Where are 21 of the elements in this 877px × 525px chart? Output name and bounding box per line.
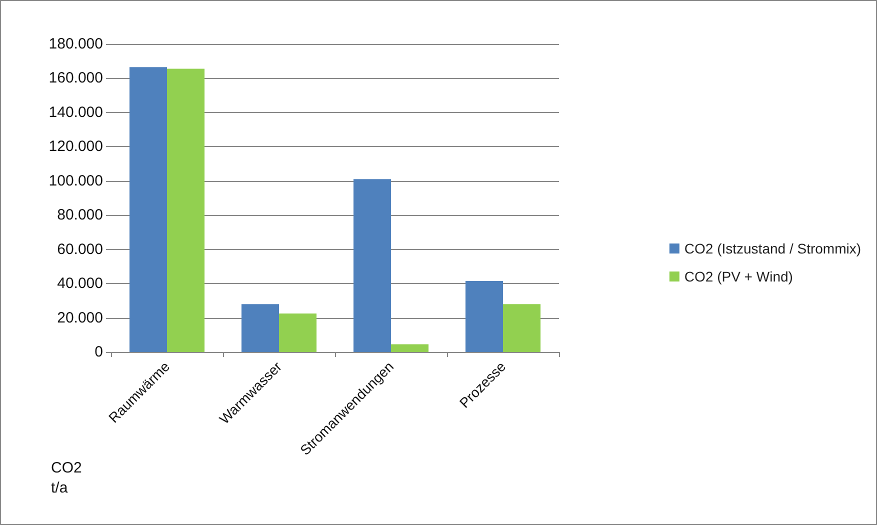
bar <box>279 314 317 352</box>
bar <box>503 304 541 352</box>
y-tick-label: 0 <box>94 344 103 360</box>
bar <box>129 67 167 352</box>
y-tick-label: 120.000 <box>48 138 103 156</box>
y-tick-label: 40.000 <box>57 275 103 292</box>
y-tick-label: 20.000 <box>57 309 103 326</box>
y-tick-label: 140.000 <box>48 104 103 121</box>
y-axis-title: CO2 t/a <box>51 460 82 496</box>
y-tick-label: 100.000 <box>48 172 103 190</box>
legend-label: CO2 (PV + Wind) <box>684 268 793 284</box>
y-tick-label: 160.000 <box>48 70 103 87</box>
bar <box>465 280 503 352</box>
bar <box>241 304 279 352</box>
bar <box>167 68 205 352</box>
y-tick-label: 60.000 <box>57 240 103 258</box>
bar <box>353 179 391 352</box>
y-tick-label: 80.000 <box>57 206 103 224</box>
bar <box>391 344 429 352</box>
legend-label: CO2 (Istzustand / Strommix) <box>684 240 861 256</box>
y-tick-label: 180.000 <box>48 36 103 52</box>
